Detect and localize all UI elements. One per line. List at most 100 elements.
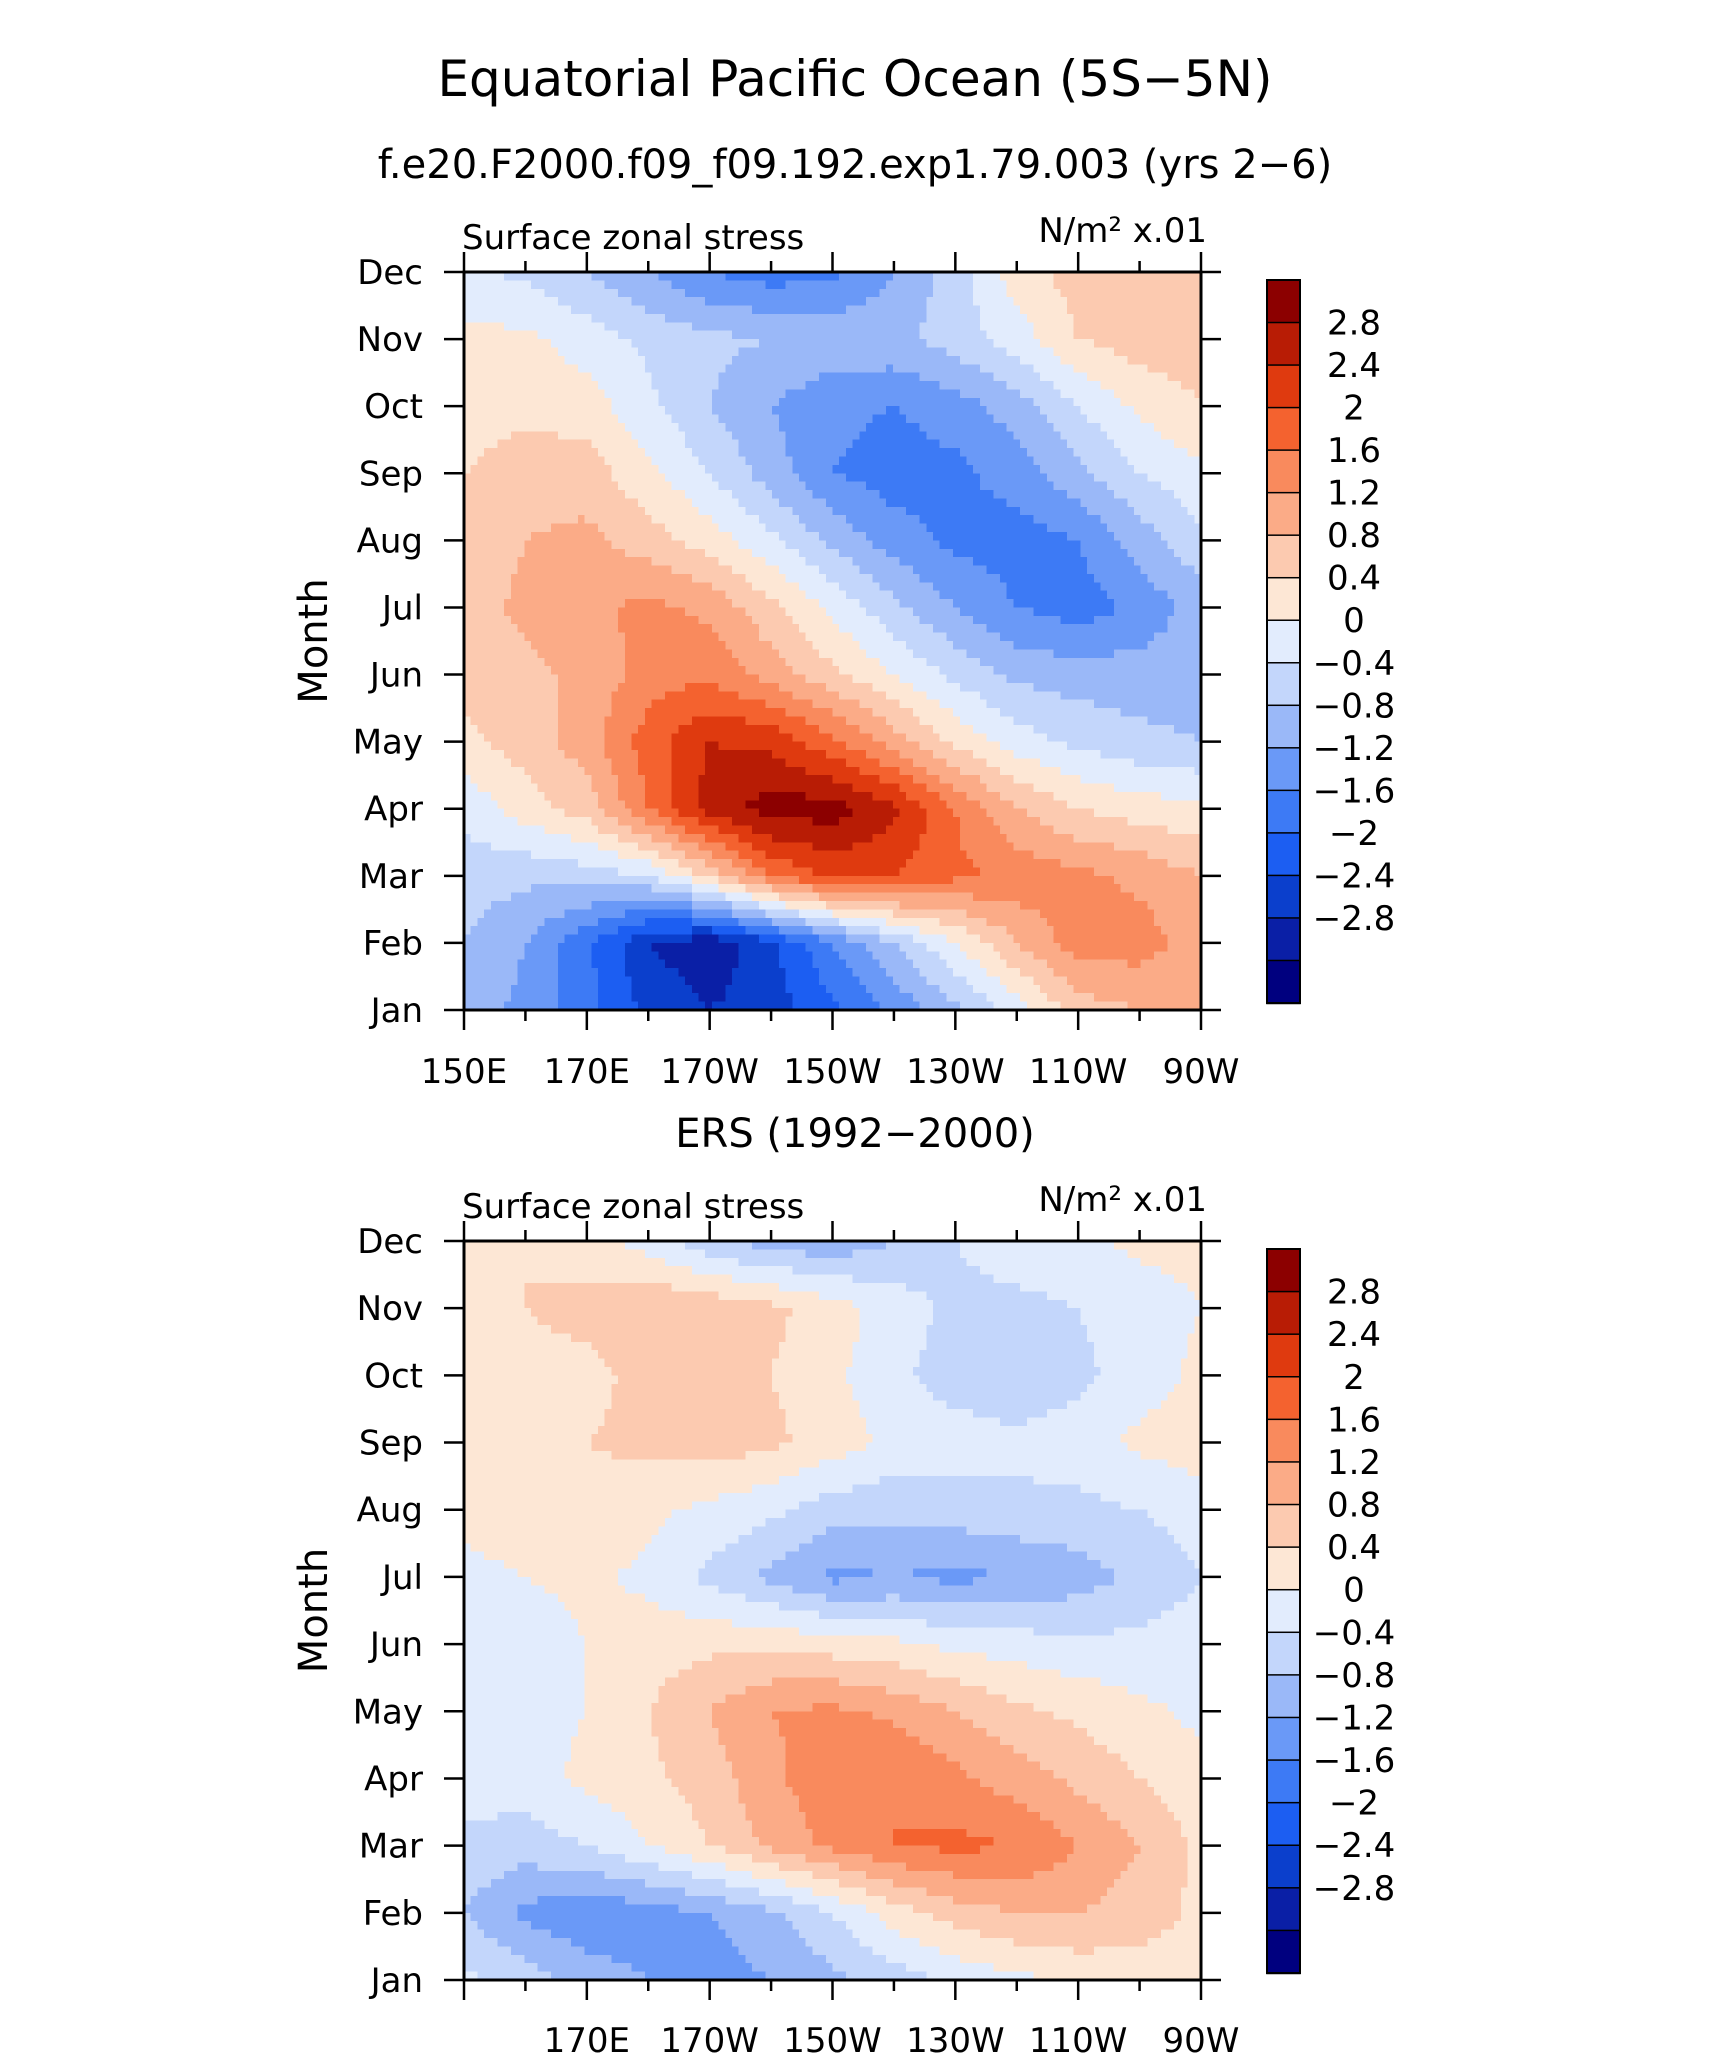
contour-cell xyxy=(1134,448,1142,458)
contour-cell xyxy=(1107,330,1115,340)
contour-cell xyxy=(598,548,606,558)
contour-cell xyxy=(1020,297,1028,307)
contour-cell xyxy=(899,632,907,642)
contour-cell xyxy=(933,573,941,583)
contour-cell xyxy=(651,397,659,407)
contour-cell xyxy=(1134,557,1142,567)
contour-cell xyxy=(464,397,472,407)
contour-cell xyxy=(591,355,599,365)
contour-cell xyxy=(671,607,679,617)
contour-cell xyxy=(1120,339,1128,349)
contour-cell xyxy=(1120,515,1128,525)
contour-cell xyxy=(1026,523,1035,533)
contour-cell xyxy=(778,523,787,533)
contour-cell xyxy=(805,330,813,340)
contour-cell xyxy=(631,364,639,374)
contour-cell xyxy=(1040,272,1048,281)
contour-cell xyxy=(1026,632,1035,642)
contour-cell xyxy=(752,582,760,592)
contour-cell xyxy=(1180,448,1189,458)
contour-cell xyxy=(1080,498,1088,508)
contour-cell xyxy=(1060,641,1068,650)
contour-cell xyxy=(658,540,666,550)
contour-cell xyxy=(1080,422,1088,432)
contour-cell xyxy=(504,515,512,525)
contour-cell xyxy=(1033,439,1041,449)
contour-cell xyxy=(993,414,1001,424)
contour-cell xyxy=(1154,540,1162,550)
contour-cell xyxy=(698,414,706,424)
contour-cell xyxy=(624,330,633,340)
contour-cell xyxy=(973,473,981,483)
contour-cell xyxy=(752,540,760,550)
contour-cell xyxy=(531,364,539,374)
contour-cell xyxy=(651,632,659,642)
contour-cell xyxy=(584,607,592,617)
contour-cell xyxy=(752,615,760,625)
contour-cell xyxy=(1187,339,1195,349)
contour-cell xyxy=(966,523,974,533)
contour-cell xyxy=(698,565,706,575)
contour-cell xyxy=(872,414,880,424)
contour-cell xyxy=(993,448,1001,458)
contour-cell xyxy=(618,456,626,466)
contour-cell xyxy=(1033,607,1041,617)
contour-cell xyxy=(886,565,894,575)
contour-cell xyxy=(933,523,941,533)
contour-cell xyxy=(1127,389,1135,399)
contour-cell xyxy=(792,372,800,382)
contour-cell xyxy=(1080,632,1088,642)
contour-cell xyxy=(1140,439,1148,449)
contour-cell xyxy=(685,565,693,575)
contour-cell xyxy=(778,389,787,399)
contour-cell xyxy=(1040,582,1048,592)
contour-cell xyxy=(872,498,880,508)
contour-cell xyxy=(711,439,720,449)
contour-cell xyxy=(892,506,901,516)
contour-cell xyxy=(946,397,954,407)
contour-cell xyxy=(993,464,1001,474)
contour-cell xyxy=(1154,582,1162,592)
contour-cell xyxy=(778,355,787,365)
contour-cell xyxy=(1040,422,1048,432)
contour-cell xyxy=(1087,406,1095,416)
contour-cell xyxy=(611,422,619,432)
contour-cell xyxy=(866,590,874,600)
contour-cell xyxy=(1073,498,1081,508)
contour-cell xyxy=(1174,330,1182,340)
contour-cell xyxy=(738,641,746,650)
contour-cell xyxy=(752,573,760,583)
contour-cell xyxy=(1020,330,1028,340)
contour-cell xyxy=(1107,322,1115,332)
contour-cell xyxy=(658,590,666,600)
contour-cell xyxy=(993,531,1001,541)
contour-cell xyxy=(1147,456,1155,466)
contour-cell xyxy=(1167,313,1175,323)
contour-cell xyxy=(497,498,505,508)
contour-cell xyxy=(1140,364,1148,374)
contour-cell xyxy=(477,540,485,550)
contour-cell xyxy=(577,339,586,349)
contour-cell xyxy=(671,498,679,508)
contour-cell xyxy=(752,297,760,307)
contour-cell xyxy=(577,355,586,365)
contour-cell xyxy=(979,439,988,449)
contour-cell xyxy=(1046,322,1055,332)
contour-cell xyxy=(517,649,525,659)
contour-cell xyxy=(1093,599,1102,609)
contour-cell xyxy=(598,582,606,592)
contour-cell xyxy=(772,297,780,307)
contour-cell xyxy=(584,523,592,533)
contour-cell xyxy=(705,431,713,441)
contour-cell xyxy=(624,573,633,583)
contour-cell xyxy=(778,414,787,424)
contour-cell xyxy=(919,414,927,424)
contour-cell xyxy=(1080,590,1088,600)
contour-cell xyxy=(792,305,800,315)
contour-cell xyxy=(1180,615,1189,625)
contour-cell xyxy=(644,473,653,483)
contour-cell xyxy=(765,288,773,298)
contour-cell xyxy=(979,473,988,483)
contour-cell xyxy=(825,431,834,441)
contour-cell xyxy=(685,473,693,483)
